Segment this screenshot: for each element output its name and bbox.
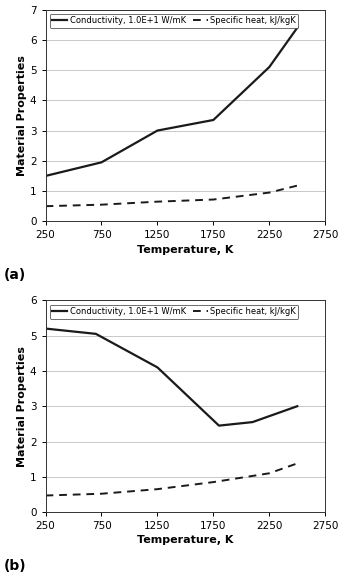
Text: (a): (a)	[3, 268, 26, 282]
Legend: Conductivity, 1.0E+1 W/mK, Specific heat, kJ/kgK: Conductivity, 1.0E+1 W/mK, Specific heat…	[50, 14, 298, 28]
Y-axis label: Material Properties: Material Properties	[17, 346, 27, 467]
X-axis label: Temperature, K: Temperature, K	[137, 535, 234, 545]
X-axis label: Temperature, K: Temperature, K	[137, 244, 234, 255]
Legend: Conductivity, 1.0E+1 W/mK, Specific heat, kJ/kgK: Conductivity, 1.0E+1 W/mK, Specific heat…	[50, 305, 298, 319]
Text: (b): (b)	[3, 559, 26, 573]
Y-axis label: Material Properties: Material Properties	[17, 55, 27, 176]
